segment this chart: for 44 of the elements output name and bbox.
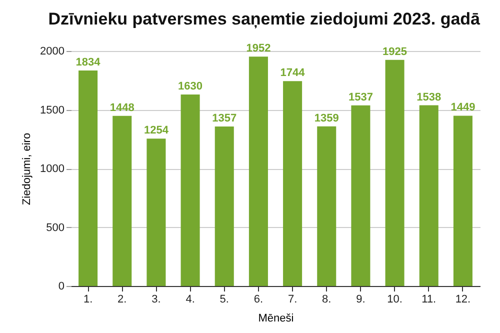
y-tick-label: 2000 <box>40 46 64 58</box>
data-label: 1448 <box>110 102 134 114</box>
x-tick-label: 3. <box>152 294 161 306</box>
x-tick-label: 12. <box>455 294 471 306</box>
data-label: 1925 <box>382 46 408 58</box>
x-tick-label: 6. <box>254 294 264 306</box>
data-label: 1834 <box>76 56 102 69</box>
x-tick-label: 1. <box>83 294 93 306</box>
chart-title: Dzīvnieku patversmes saņemtie ziedojumi 2023. gadā <box>48 10 481 29</box>
y-tick-label: 500 <box>46 222 64 234</box>
y-tick-label: 1500 <box>40 104 64 116</box>
bar <box>283 81 302 286</box>
bar <box>419 105 438 286</box>
data-label: 1538 <box>416 91 442 104</box>
bar <box>146 138 166 286</box>
data-label: 1357 <box>212 112 237 125</box>
data-label: 1254 <box>144 124 170 137</box>
data-label: 1359 <box>314 112 339 124</box>
bar <box>112 116 132 286</box>
bar <box>180 94 200 286</box>
x-tick-label: 4. <box>186 294 195 306</box>
data-label: 1630 <box>178 80 203 92</box>
bar <box>317 126 336 286</box>
y-axis-title: Ziedojumi, eiro <box>21 132 34 206</box>
data-label: 1449 <box>450 102 476 114</box>
x-tick-label: 2. <box>118 294 127 306</box>
bar <box>214 126 234 286</box>
x-tick-label: 11. <box>422 294 436 306</box>
data-label: 1744 <box>280 67 306 80</box>
data-label: 1952 <box>246 42 271 55</box>
x-tick-label: 5. <box>220 294 229 306</box>
y-tick-label: 1000 <box>40 163 64 175</box>
bar <box>453 116 472 286</box>
x-tick-label: 7. <box>288 294 298 306</box>
bar <box>78 70 98 286</box>
bar <box>248 56 268 286</box>
x-tick-label: 10. <box>387 294 402 306</box>
bar <box>385 60 404 286</box>
bar <box>351 105 370 286</box>
y-tick-label: 0 <box>58 280 64 292</box>
data-label: 1537 <box>348 91 373 104</box>
x-tick-label: 9. <box>356 294 366 306</box>
x-tick-label: 8. <box>322 294 332 306</box>
x-axis-title: Mēneši <box>258 312 294 324</box>
